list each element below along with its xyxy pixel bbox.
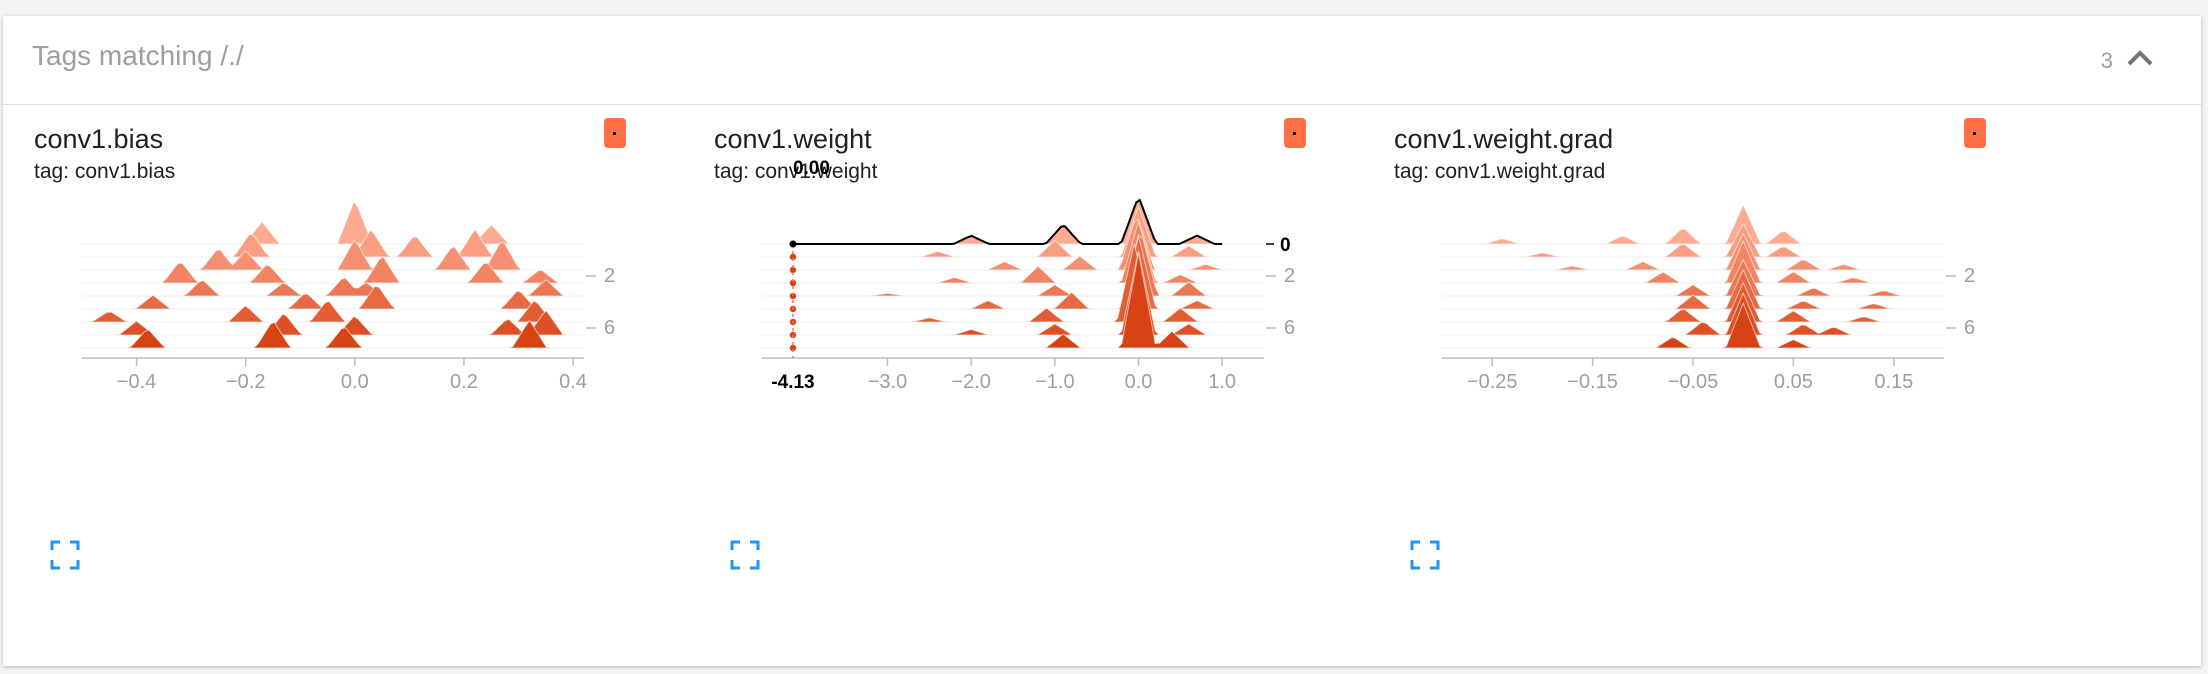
card-title: conv1.weight.grad: [1394, 124, 1614, 154]
x-tick-label: 0.15: [1874, 371, 1913, 393]
fullscreen-icon[interactable]: [50, 540, 80, 570]
tag-count: 3: [2100, 48, 2113, 73]
x-tick-label: −2.0: [951, 371, 990, 393]
hover-value-label: 0.00: [793, 158, 830, 179]
histogram-step-area: [1442, 222, 1944, 258]
badge-dot-icon: [613, 132, 616, 135]
hover-x-mask: [762, 368, 819, 396]
x-tick-label: −0.25: [1467, 371, 1518, 393]
histogram-chart: −0.4 −0.2 0.0 0.2 0.4 2 6: [82, 200, 615, 393]
histogram-card: conv1.weight.grad tag: conv1.weight.grad…: [1394, 104, 2034, 570]
step-tick-label: 2: [1284, 265, 1295, 287]
x-tick-label: 0.05: [1774, 371, 1813, 393]
hover-marker: [789, 279, 797, 287]
hover-x-label: -4.13: [771, 372, 814, 393]
x-tick-label: 1.0: [1208, 371, 1236, 393]
tag-group-header[interactable]: Tags matching /./ 3: [3, 16, 2201, 105]
step-tick-label: 6: [1964, 317, 1975, 339]
step-tick-label: 2: [604, 265, 615, 287]
histogram-step-area: [762, 252, 1264, 349]
histogram-step-area: [1442, 203, 1944, 245]
histogram-step-area: [1442, 281, 1944, 323]
histogram-step-area: [82, 277, 584, 297]
hover-marker: [789, 344, 797, 352]
histogram-step-area: [1442, 258, 1944, 297]
hover-outline: [792, 198, 1223, 245]
run-color-badge[interactable]: [1284, 118, 1306, 148]
histogram-chart: −3.0 −2.0 −1.0 0.0 1.0 2 6 0.00 0 -4.13: [762, 158, 1295, 396]
badge-dot-icon: [1973, 132, 1976, 135]
hover-point: [789, 240, 797, 248]
hover-marker: [789, 266, 797, 274]
histogram-card: conv1.bias tag: conv1.bias −0.4 −0.2 0.0 0.…: [34, 104, 674, 570]
x-tick-label: −3.0: [868, 371, 907, 393]
histogram-step-area: [1442, 232, 1944, 271]
x-tick-label: −0.05: [1668, 371, 1719, 393]
x-tick-label: −0.4: [117, 371, 156, 393]
x-tick-label: 0.2: [450, 371, 478, 393]
hover-step-label: 0: [1280, 235, 1291, 256]
card-title: conv1.weight: [714, 124, 872, 154]
histogram-step-area: [1442, 239, 1944, 284]
histogram-step-area: [1442, 301, 1944, 349]
step-tick-label: 6: [604, 317, 615, 339]
run-color-badge[interactable]: [1964, 118, 1986, 148]
x-tick-label: 0.0: [1125, 371, 1153, 393]
run-color-badge[interactable]: [604, 118, 626, 148]
histogram-card: conv1.weight tag: conv1.weight −3.0 −2.0−…: [714, 104, 1354, 570]
card-tag: tag: conv1.bias: [34, 160, 176, 183]
card-tag: tag: conv1.weight: [714, 160, 878, 183]
x-tick-label: 0.4: [559, 371, 587, 393]
badge-dot-icon: [1293, 132, 1296, 135]
histogram-step-area: [1442, 268, 1944, 310]
chevron-up-icon[interactable]: [2125, 46, 2155, 70]
x-tick-label: −0.15: [1567, 371, 1618, 393]
x-tick-label: 0.0: [341, 371, 369, 393]
histogram-step-area: [82, 255, 584, 284]
histogram-chart: −0.25 −0.15 −0.05 0.05 0.15 2 6: [1442, 203, 1975, 393]
step-tick-label: 6: [1284, 317, 1295, 339]
histogram-step-area: [82, 200, 584, 245]
fullscreen-icon[interactable]: [730, 540, 760, 570]
histogram-step-area: [762, 194, 1264, 245]
card-tag: tag: conv1.weight.grad: [1394, 160, 1606, 183]
x-tick-label: −0.2: [226, 371, 265, 393]
tag-group-pane: Tags matching /./ 3: [3, 16, 2201, 666]
tag-filter-title: Tags matching /./: [32, 40, 244, 71]
histogram-step-area: [1442, 291, 1944, 336]
histogram-step-area: [762, 205, 1264, 258]
hover-marker: [789, 253, 797, 261]
histogram-step-area: [82, 319, 584, 349]
fullscreen-icon[interactable]: [1410, 540, 1440, 570]
histogram-step-area: [82, 239, 584, 271]
card-title: conv1.bias: [34, 124, 164, 154]
step-tick-label: 2: [1964, 265, 1975, 287]
x-tick-label: −1.0: [1035, 371, 1074, 393]
